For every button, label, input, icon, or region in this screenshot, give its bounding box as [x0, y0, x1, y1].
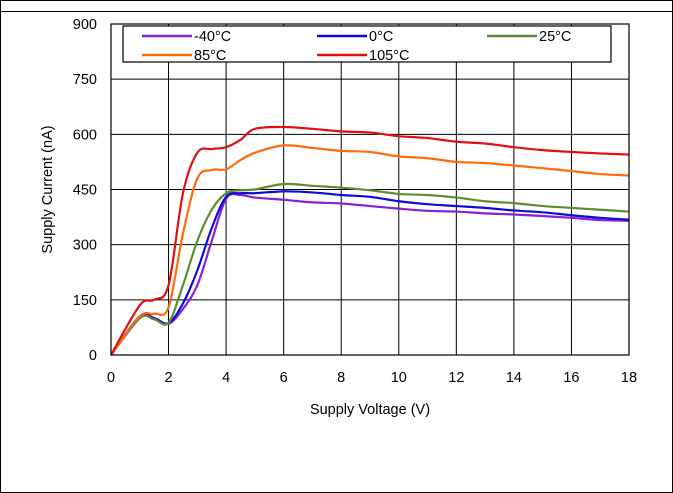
series-line-1 [110, 190, 630, 356]
series-line-2 [110, 182, 630, 356]
x-tick-label: 4 [222, 370, 230, 386]
series-group [110, 125, 630, 356]
y-tick-label: 900 [73, 17, 97, 33]
y-axis-title: Supply Current (nA) [40, 125, 56, 253]
y-tick-label: 0 [89, 348, 97, 364]
plot-frame [110, 23, 630, 356]
series-line-4 [110, 125, 630, 356]
x-tick-label: 18 [621, 370, 637, 386]
y-tick-label: 450 [73, 183, 97, 199]
tick-labels: 0 2 4 6 8 10 12 14 16 18 0 150 300 450 600 750 900 [73, 17, 637, 386]
legend-label: 25°C [539, 29, 571, 45]
y-tick-label: 600 [73, 127, 97, 143]
x-tick-label: 6 [280, 370, 288, 386]
x-tick-label: 2 [165, 370, 173, 386]
x-tick-label: 0 [107, 370, 115, 386]
x-axis-title: Supply Voltage (V) [310, 402, 430, 418]
x-tick-label: 14 [506, 370, 522, 386]
x-tick-label: 12 [448, 370, 464, 386]
header-rule [0, 0, 673, 12]
legend-label: 85°C [194, 48, 226, 64]
x-tick-label: 10 [391, 370, 407, 386]
series-line-0 [110, 192, 630, 356]
y-tick-label: 300 [73, 238, 97, 254]
legend-label: -40°C [194, 29, 231, 45]
legend-label: 0°C [369, 29, 393, 45]
x-tick-label: 8 [337, 370, 345, 386]
plot-border [110, 23, 630, 356]
legend: -40°C 0°C 25°C 85°C 105°C [122, 25, 612, 64]
x-tick-label: 16 [563, 370, 579, 386]
grid [111, 24, 629, 355]
y-tick-label: 150 [73, 293, 97, 309]
legend-label: 105°C [369, 48, 409, 64]
series-line-3 [110, 144, 630, 356]
y-tick-label: 750 [73, 72, 97, 88]
